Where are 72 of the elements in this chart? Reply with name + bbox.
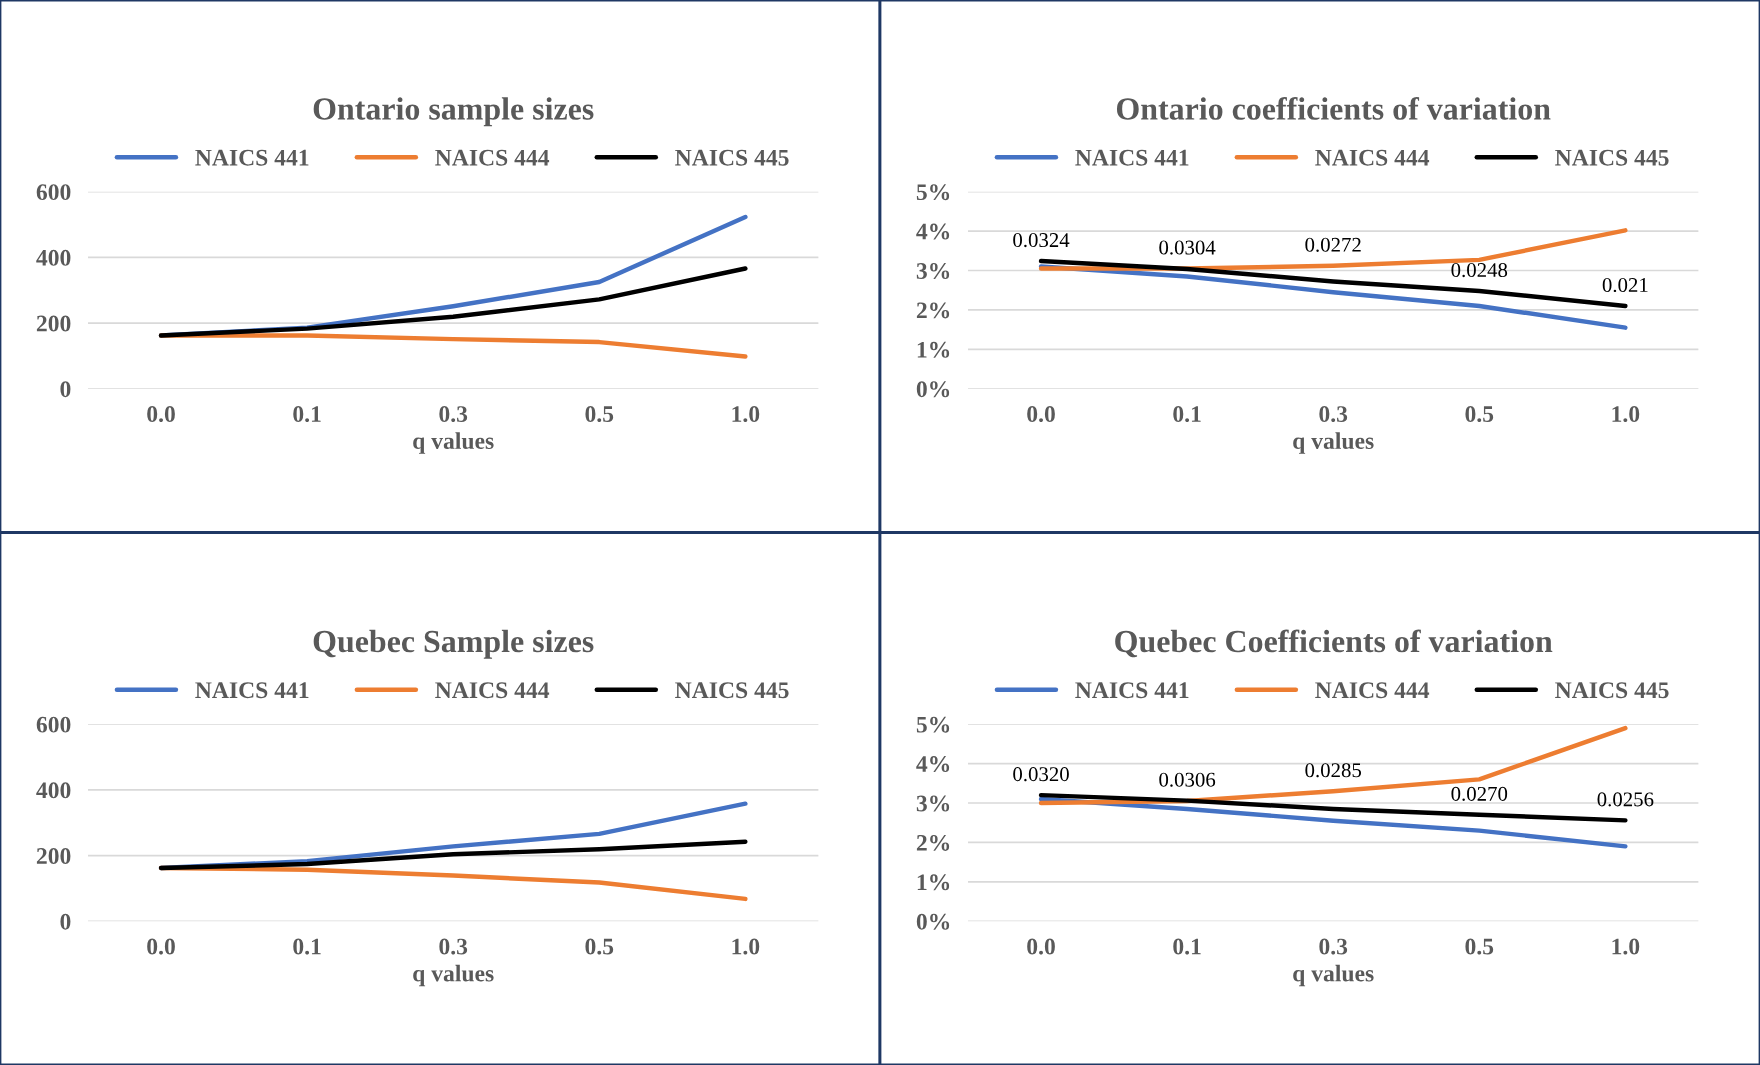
y-tick-label: 600 [36, 716, 71, 733]
x-tick-label: 0.5 [1465, 938, 1494, 955]
y-tick-label: 400 [36, 249, 71, 266]
y-tick-label: 0 [60, 381, 71, 398]
y-tick-label: 0% [916, 381, 950, 398]
legend-label: NAICS 444 [1315, 149, 1430, 166]
chart-title: Quebec Coefficients of variation [1115, 629, 1553, 658]
chart-title: Ontario sample sizes [313, 97, 594, 127]
data-label: 0.0320 [1013, 767, 1069, 782]
y-tick-label: 400 [36, 782, 71, 799]
x-tick-label: 0.5 [585, 938, 614, 955]
x-tick-label: 0.3 [1319, 938, 1348, 955]
x-tick-label: 0.1 [293, 938, 321, 955]
data-label: 0.0285 [1305, 763, 1362, 778]
x-tick-label: 0.0 [1027, 938, 1055, 955]
x-tick-label: 0.5 [585, 406, 614, 423]
x-tick-label: 0.3 [439, 406, 468, 423]
x-axis-title: q values [1293, 964, 1374, 987]
x-tick-label: 1.0 [732, 406, 760, 423]
y-tick-label: 1% [917, 874, 950, 891]
legend-label: NAICS 445 [1555, 682, 1669, 699]
data-label: 0.021 [1602, 277, 1648, 293]
legend-label: NAICS 441 [195, 149, 309, 166]
data-label: 0.0256 [1597, 792, 1654, 807]
x-tick-label: 0.0 [147, 406, 175, 423]
legend-label: NAICS 441 [1075, 682, 1189, 699]
y-tick-label: 0% [916, 913, 950, 930]
y-tick-label: 200 [36, 315, 71, 332]
y-tick-label: 600 [36, 184, 71, 201]
legend-label: NAICS 445 [1555, 149, 1669, 166]
y-tick-label: 1% [917, 341, 950, 358]
x-axis-title: q values [1293, 432, 1374, 454]
data-label: 0.0324 [1013, 233, 1070, 248]
y-tick-label: 2% [916, 302, 950, 319]
legend-label: NAICS 444 [435, 149, 550, 166]
x-tick-label: 0.3 [1319, 406, 1348, 423]
legend-label: NAICS 444 [1315, 682, 1430, 699]
legend-label: NAICS 445 [675, 682, 789, 699]
legend-label: NAICS 441 [1075, 149, 1189, 166]
y-tick-label: 3% [916, 263, 950, 280]
data-label: 0.0270 [1451, 786, 1508, 801]
x-tick-label: 1.0 [1612, 938, 1640, 955]
x-tick-label: 0.0 [1027, 406, 1055, 423]
y-tick-label: 4% [916, 756, 950, 773]
y-tick-label: 0 [60, 913, 71, 930]
line-series [158, 839, 748, 871]
y-tick-label: 3% [916, 795, 950, 812]
x-tick-label: 0.1 [1173, 406, 1201, 423]
x-axis-title: q values [413, 964, 494, 987]
y-tick-label: 2% [916, 834, 950, 851]
x-tick-label: 1.0 [1612, 406, 1640, 423]
data-label: 0.0272 [1305, 237, 1361, 252]
x-tick-label: 0.3 [439, 938, 468, 955]
x-tick-label: 0.5 [1465, 406, 1494, 423]
x-tick-label: 0.0 [147, 938, 175, 955]
x-tick-label: 0.1 [1173, 938, 1201, 955]
x-tick-label: 1.0 [732, 938, 760, 955]
legend-label: NAICS 441 [195, 682, 309, 699]
legend-label: NAICS 444 [435, 682, 550, 699]
y-tick-label: 200 [36, 848, 71, 864]
chart-title: Quebec Sample sizes [313, 629, 594, 659]
line-series [158, 266, 748, 338]
legend-label: NAICS 445 [675, 149, 789, 166]
data-label: 0.0248 [1451, 262, 1508, 278]
x-axis-title: q values [413, 432, 494, 454]
chart-title: Ontario coefficients of variation [1116, 96, 1551, 120]
data-label: 0.0304 [1159, 240, 1216, 255]
data-label: 0.0306 [1159, 772, 1216, 787]
y-tick-label: 5% [916, 184, 950, 201]
x-tick-label: 0.1 [293, 406, 321, 423]
y-tick-label: 5% [916, 716, 950, 733]
y-tick-label: 4% [916, 223, 950, 240]
